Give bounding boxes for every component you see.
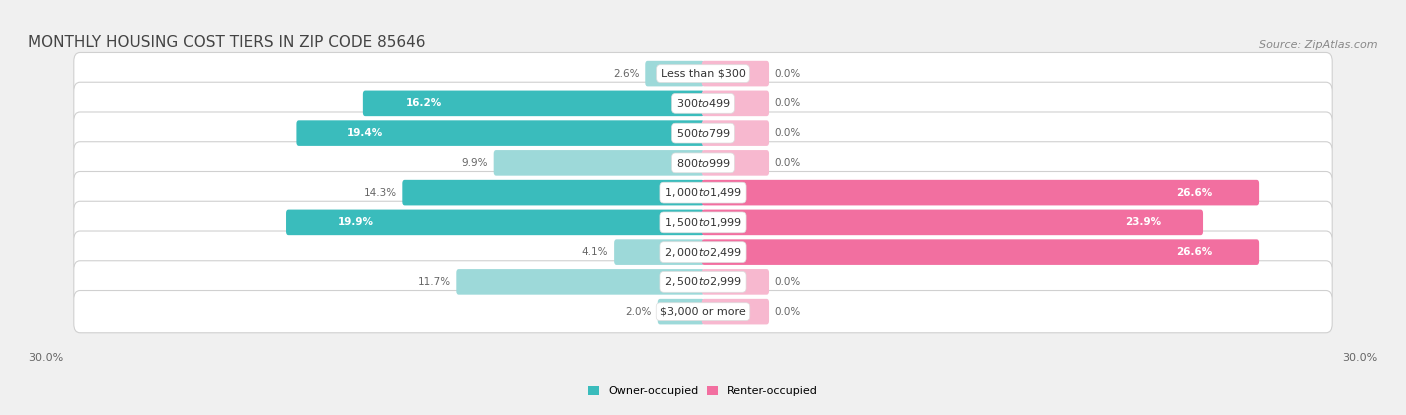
Text: 14.3%: 14.3% [363, 188, 396, 198]
Text: 26.6%: 26.6% [1177, 188, 1212, 198]
Text: Less than $300: Less than $300 [661, 68, 745, 78]
FancyBboxPatch shape [457, 269, 704, 295]
FancyBboxPatch shape [702, 299, 769, 325]
Text: 0.0%: 0.0% [775, 277, 801, 287]
Text: 9.9%: 9.9% [461, 158, 488, 168]
Text: $1,000 to $1,499: $1,000 to $1,499 [664, 186, 742, 199]
Text: 0.0%: 0.0% [775, 307, 801, 317]
FancyBboxPatch shape [73, 52, 1333, 95]
FancyBboxPatch shape [73, 112, 1333, 154]
FancyBboxPatch shape [702, 120, 769, 146]
Text: 0.0%: 0.0% [775, 68, 801, 78]
Text: 0.0%: 0.0% [775, 128, 801, 138]
FancyBboxPatch shape [73, 142, 1333, 184]
FancyBboxPatch shape [658, 299, 704, 325]
FancyBboxPatch shape [363, 90, 704, 116]
FancyBboxPatch shape [702, 180, 1260, 205]
Text: MONTHLY HOUSING COST TIERS IN ZIP CODE 85646: MONTHLY HOUSING COST TIERS IN ZIP CODE 8… [28, 34, 426, 49]
Text: $500 to $799: $500 to $799 [675, 127, 731, 139]
Text: Source: ZipAtlas.com: Source: ZipAtlas.com [1260, 39, 1378, 49]
FancyBboxPatch shape [73, 290, 1333, 333]
Text: $2,500 to $2,999: $2,500 to $2,999 [664, 276, 742, 288]
FancyBboxPatch shape [285, 210, 704, 235]
FancyBboxPatch shape [494, 150, 704, 176]
FancyBboxPatch shape [702, 150, 769, 176]
FancyBboxPatch shape [645, 61, 704, 86]
Text: 19.9%: 19.9% [337, 217, 374, 227]
Text: 30.0%: 30.0% [28, 353, 63, 363]
Text: 4.1%: 4.1% [582, 247, 609, 257]
Text: $3,000 or more: $3,000 or more [661, 307, 745, 317]
Text: 2.6%: 2.6% [613, 68, 640, 78]
Text: $1,500 to $1,999: $1,500 to $1,999 [664, 216, 742, 229]
Text: 16.2%: 16.2% [406, 98, 441, 108]
Text: $300 to $499: $300 to $499 [675, 98, 731, 110]
FancyBboxPatch shape [73, 261, 1333, 303]
FancyBboxPatch shape [702, 239, 1260, 265]
Text: 0.0%: 0.0% [775, 98, 801, 108]
Text: $2,000 to $2,499: $2,000 to $2,499 [664, 246, 742, 259]
Text: 23.9%: 23.9% [1125, 217, 1161, 227]
FancyBboxPatch shape [702, 269, 769, 295]
FancyBboxPatch shape [402, 180, 704, 205]
Text: 30.0%: 30.0% [1343, 353, 1378, 363]
FancyBboxPatch shape [702, 210, 1204, 235]
Text: 19.4%: 19.4% [347, 128, 384, 138]
FancyBboxPatch shape [73, 171, 1333, 214]
Text: 2.0%: 2.0% [626, 307, 652, 317]
Legend: Owner-occupied, Renter-occupied: Owner-occupied, Renter-occupied [583, 382, 823, 400]
Text: 11.7%: 11.7% [418, 277, 450, 287]
Text: 0.0%: 0.0% [775, 158, 801, 168]
FancyBboxPatch shape [702, 90, 769, 116]
Text: $800 to $999: $800 to $999 [675, 157, 731, 169]
Text: 26.6%: 26.6% [1177, 247, 1212, 257]
FancyBboxPatch shape [73, 82, 1333, 124]
FancyBboxPatch shape [614, 239, 704, 265]
FancyBboxPatch shape [73, 231, 1333, 273]
FancyBboxPatch shape [297, 120, 704, 146]
FancyBboxPatch shape [73, 201, 1333, 244]
FancyBboxPatch shape [702, 61, 769, 86]
